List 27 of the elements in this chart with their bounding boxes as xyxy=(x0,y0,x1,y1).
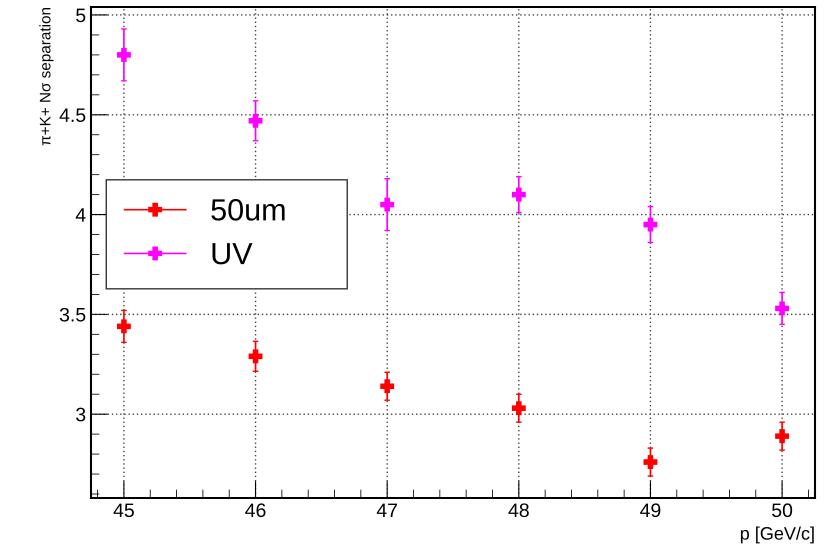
point xyxy=(512,188,526,202)
x-tick-label: 47 xyxy=(376,504,398,517)
point xyxy=(644,455,658,470)
point xyxy=(775,429,790,444)
y-tick-label: 3.5 xyxy=(60,308,86,322)
x-tick-label: 48 xyxy=(508,503,529,518)
y-axis-title: π+K+ Nσ separation xyxy=(39,8,54,146)
point xyxy=(380,379,394,394)
point xyxy=(248,349,262,364)
point xyxy=(512,401,526,416)
legend-label: UV xyxy=(212,243,252,264)
x-tick-label: 45 xyxy=(114,504,134,518)
point xyxy=(116,48,131,62)
x-tick-label: 46 xyxy=(245,503,266,518)
y-tick-label: 3 xyxy=(76,408,86,422)
y-tick-label: 4.5 xyxy=(60,108,86,122)
point xyxy=(644,218,658,232)
y-tick-label: 4 xyxy=(76,208,86,222)
point xyxy=(248,114,262,128)
x-tick-label: 50 xyxy=(772,503,792,518)
point xyxy=(380,198,394,212)
x-axis-title: p [GeV/c] xyxy=(740,526,814,544)
y-tick-label: 5 xyxy=(76,8,86,22)
point xyxy=(775,301,790,316)
x-tick-label: 49 xyxy=(640,503,660,518)
legend-label: 50um xyxy=(211,199,285,221)
point xyxy=(116,319,131,334)
